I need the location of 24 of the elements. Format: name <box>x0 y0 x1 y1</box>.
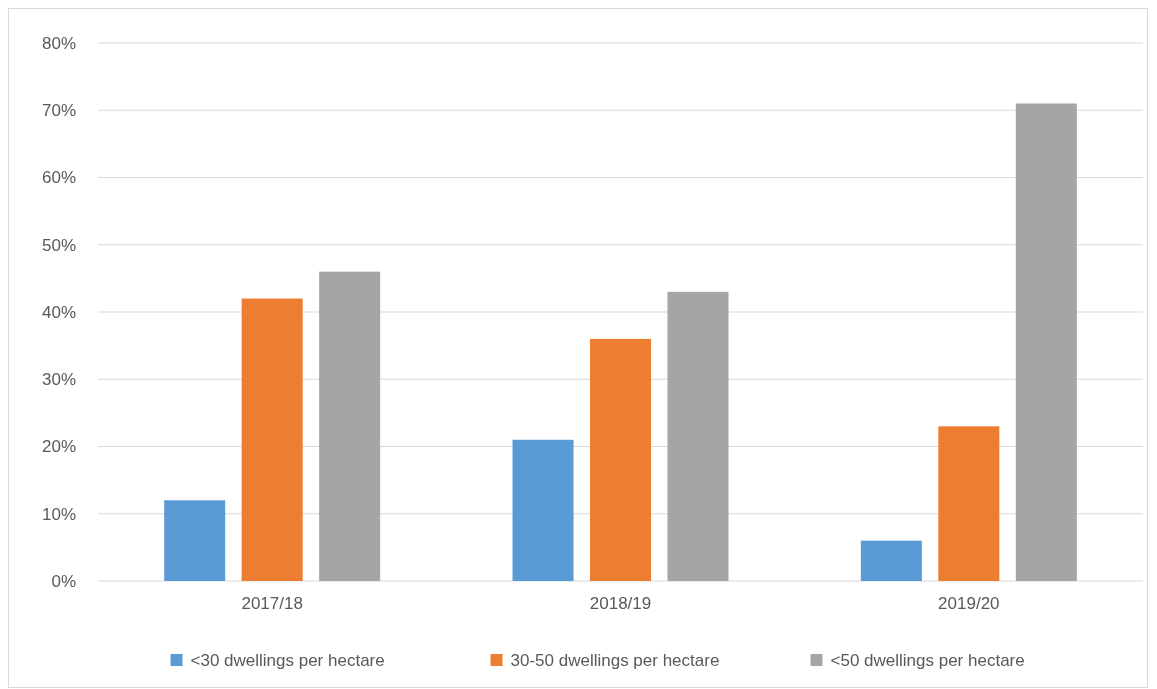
x-tick-label: 2018/19 <box>589 594 652 613</box>
y-tick-label: 20% <box>41 437 76 457</box>
y-tick-label: 80% <box>41 33 76 53</box>
bar <box>512 439 574 581</box>
legend-label: 30-50 dwellings per hectare <box>510 651 720 670</box>
bar <box>241 298 303 581</box>
y-tick-label: 30% <box>41 370 76 390</box>
y-tick-label: 50% <box>41 235 76 255</box>
x-tick-label: 2017/18 <box>241 594 303 613</box>
y-tick-label: 40% <box>41 302 76 322</box>
y-tick-label: 10% <box>41 504 76 524</box>
bar <box>164 500 226 581</box>
bar <box>667 291 729 581</box>
y-tick-label: 0% <box>51 571 76 591</box>
x-tick-label: 2019/20 <box>938 594 1000 613</box>
bar <box>590 338 651 581</box>
y-tick-label: 70% <box>41 101 76 121</box>
bar <box>938 426 1000 581</box>
legend-label: <30 dwellings per hectare <box>190 651 385 670</box>
legend-label: <50 dwellings per hectare <box>830 651 1025 670</box>
bar <box>860 540 922 581</box>
y-tick-label: 60% <box>41 168 76 188</box>
bar <box>319 271 381 581</box>
bar <box>1015 103 1077 581</box>
